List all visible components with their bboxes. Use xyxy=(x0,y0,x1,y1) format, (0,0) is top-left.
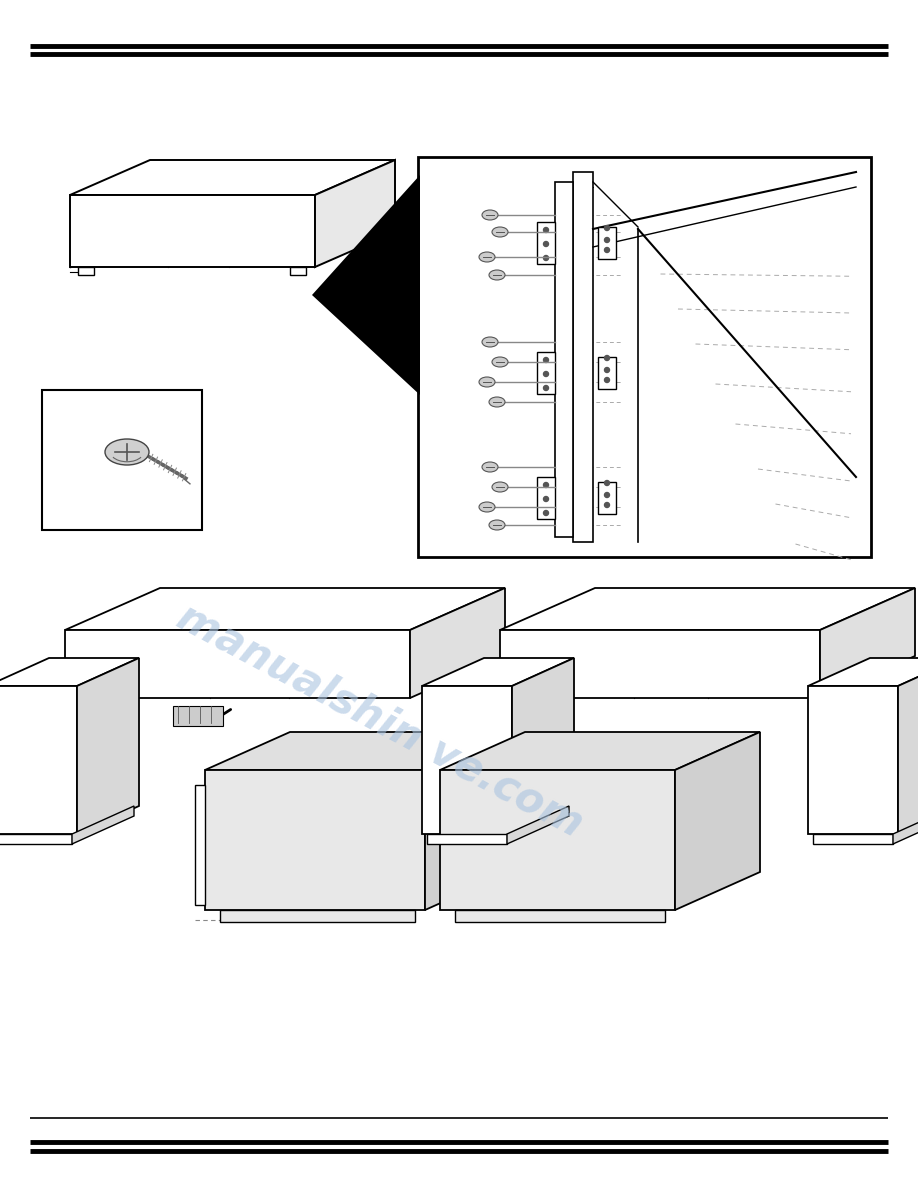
Ellipse shape xyxy=(479,503,495,512)
Circle shape xyxy=(543,255,548,260)
Polygon shape xyxy=(315,160,395,267)
Polygon shape xyxy=(675,732,760,910)
Polygon shape xyxy=(77,658,139,834)
Polygon shape xyxy=(0,658,139,685)
Polygon shape xyxy=(893,805,918,843)
Polygon shape xyxy=(422,658,574,685)
Ellipse shape xyxy=(489,520,505,530)
Bar xyxy=(537,352,555,394)
Polygon shape xyxy=(65,630,410,699)
Polygon shape xyxy=(507,805,569,843)
Ellipse shape xyxy=(482,462,498,472)
Circle shape xyxy=(604,226,610,230)
Ellipse shape xyxy=(479,252,495,263)
Polygon shape xyxy=(65,588,505,630)
Bar xyxy=(537,222,555,264)
Bar xyxy=(42,390,202,530)
Polygon shape xyxy=(512,658,574,834)
Circle shape xyxy=(604,493,610,498)
Circle shape xyxy=(543,227,548,233)
Polygon shape xyxy=(72,805,134,843)
Bar xyxy=(573,172,593,542)
Polygon shape xyxy=(440,732,760,770)
Bar xyxy=(427,834,507,843)
Circle shape xyxy=(604,503,610,507)
Circle shape xyxy=(604,247,610,253)
Polygon shape xyxy=(312,175,420,394)
Polygon shape xyxy=(422,685,512,834)
Polygon shape xyxy=(205,770,425,910)
Bar xyxy=(290,267,306,274)
Bar xyxy=(173,706,223,726)
Polygon shape xyxy=(70,195,315,267)
Circle shape xyxy=(543,358,548,362)
Ellipse shape xyxy=(492,358,508,367)
Polygon shape xyxy=(195,785,205,905)
Ellipse shape xyxy=(479,377,495,387)
Ellipse shape xyxy=(492,227,508,236)
Polygon shape xyxy=(205,732,510,770)
Circle shape xyxy=(604,238,610,242)
Bar xyxy=(220,910,415,922)
Circle shape xyxy=(543,482,548,487)
Polygon shape xyxy=(440,770,675,910)
Ellipse shape xyxy=(105,440,149,465)
Ellipse shape xyxy=(489,397,505,407)
Bar xyxy=(598,482,616,514)
Bar xyxy=(0,834,72,843)
Polygon shape xyxy=(70,160,395,195)
Text: manualshin ve.com: manualshin ve.com xyxy=(170,595,590,845)
Bar xyxy=(418,157,871,557)
Bar xyxy=(555,182,573,537)
Ellipse shape xyxy=(482,210,498,220)
Polygon shape xyxy=(410,588,505,699)
Polygon shape xyxy=(0,685,77,834)
Bar xyxy=(537,478,555,519)
Ellipse shape xyxy=(492,482,508,492)
Bar xyxy=(598,227,616,259)
Circle shape xyxy=(543,241,548,246)
Bar xyxy=(379,232,395,240)
Polygon shape xyxy=(808,685,898,834)
Circle shape xyxy=(543,385,548,391)
Circle shape xyxy=(543,372,548,377)
Circle shape xyxy=(604,378,610,383)
Ellipse shape xyxy=(482,337,498,347)
Circle shape xyxy=(604,355,610,360)
Circle shape xyxy=(604,367,610,373)
Circle shape xyxy=(543,497,548,501)
Polygon shape xyxy=(898,658,918,834)
Circle shape xyxy=(604,480,610,486)
Circle shape xyxy=(543,511,548,516)
Bar xyxy=(813,834,893,843)
Bar xyxy=(78,267,94,274)
Polygon shape xyxy=(425,732,510,910)
Polygon shape xyxy=(808,658,918,685)
Bar xyxy=(455,910,665,922)
Polygon shape xyxy=(500,588,915,630)
Bar xyxy=(598,358,616,388)
Polygon shape xyxy=(500,630,820,699)
Ellipse shape xyxy=(489,270,505,280)
Polygon shape xyxy=(820,588,915,699)
